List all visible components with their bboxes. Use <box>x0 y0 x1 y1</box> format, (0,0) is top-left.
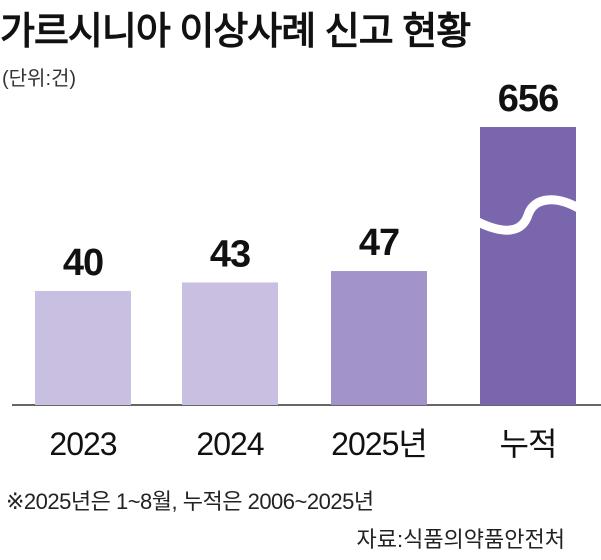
source-note: 자료:식품의약품안전처 <box>356 527 565 552</box>
value-label-2: 43 <box>210 233 250 275</box>
unit-label: (단위:건) <box>2 68 77 90</box>
value-label-4: 656 <box>498 78 558 120</box>
bar-1 <box>35 291 131 405</box>
bar-chart: 40 2023 43 2024 47 2025년 656 누적 <box>12 78 601 462</box>
footnote: ※2025년은 1~8월, 누적은 2006~2025년 <box>6 489 374 514</box>
category-label-2: 2024 <box>196 426 263 462</box>
category-label-4: 누적 <box>500 426 557 462</box>
bar-2 <box>182 282 278 405</box>
value-label-1: 40 <box>63 242 103 284</box>
category-label-3: 2025년 <box>331 426 427 462</box>
axis-break-mark <box>473 195 583 235</box>
bar-4 <box>480 127 576 405</box>
bar-3 <box>331 271 427 405</box>
value-label-3: 47 <box>359 222 399 264</box>
category-label-1: 2023 <box>49 426 116 462</box>
chart-title: 가르시니아 이상사례 신고 현황 <box>0 11 471 53</box>
